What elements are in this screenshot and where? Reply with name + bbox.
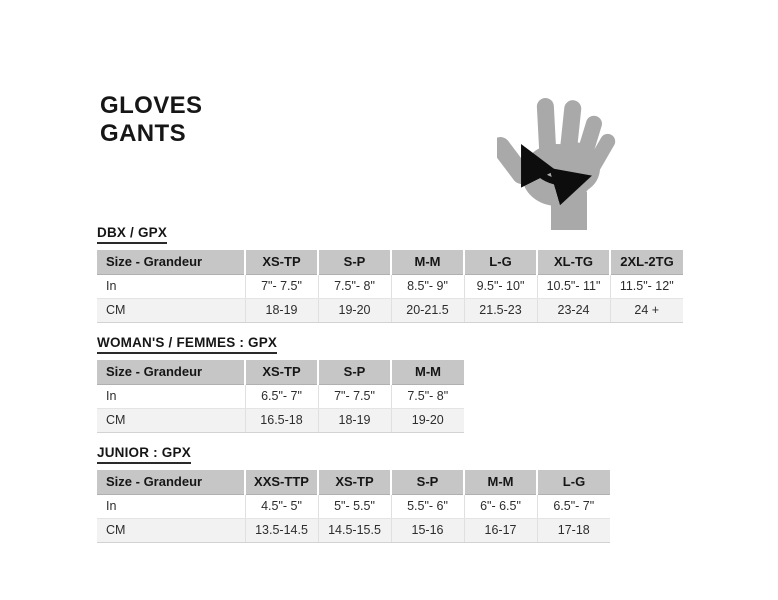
size-value: 13.5-14.5: [244, 518, 318, 543]
col-header: 2XL-2TG: [609, 250, 683, 275]
size-value: 5.5"- 6": [390, 494, 464, 519]
size-value: 16.5-18: [244, 408, 318, 433]
size-value: 17-18: [536, 518, 610, 543]
size-value: 9.5"- 10": [463, 274, 537, 299]
size-value: 7"- 7.5": [244, 274, 318, 299]
size-value: 19-20: [390, 408, 464, 433]
size-value: 16-17: [463, 518, 537, 543]
size-value: 7.5"- 8": [317, 274, 391, 299]
size-value: 8.5"- 9": [390, 274, 464, 299]
size-value: 14.5-15.5: [317, 518, 391, 543]
size-value: 7.5"- 8": [390, 384, 464, 409]
header-row: Size - Grandeur XS-TP S-P M-M L-G XL-TG …: [97, 250, 683, 275]
section-dbx-gpx: DBX / GPX Size - Grandeur XS-TP S-P M-M …: [97, 224, 683, 323]
row-label: In: [97, 494, 245, 519]
table-heading: WOMAN'S / FEMMES : GPX: [97, 335, 278, 354]
size-value: 6.5"- 7": [244, 384, 318, 409]
row-label: CM: [97, 298, 245, 323]
col-header: M-M: [390, 360, 464, 385]
row-label: In: [97, 384, 245, 409]
table-heading: DBX / GPX: [97, 225, 168, 244]
col-header: S-P: [390, 470, 464, 495]
table-row-inches: In 7"- 7.5" 7.5"- 8" 8.5"- 9" 9.5"- 10" …: [97, 274, 683, 299]
col-header: S-P: [317, 360, 391, 385]
col-header: L-G: [536, 470, 610, 495]
size-value: 20-21.5: [390, 298, 464, 323]
size-value: 18-19: [317, 408, 391, 433]
row-label: CM: [97, 518, 245, 543]
col-header: M-M: [390, 250, 464, 275]
col-header: XS-TP: [317, 470, 391, 495]
size-column-header: Size - Grandeur: [97, 250, 245, 275]
size-value: 19-20: [317, 298, 391, 323]
page-title-fr: GANTS: [100, 120, 186, 148]
row-label: In: [97, 274, 245, 299]
size-value: 24 +: [609, 298, 683, 323]
measure-arrow-icon: [521, 144, 592, 206]
size-value: 21.5-23: [463, 298, 537, 323]
col-header: M-M: [463, 470, 537, 495]
header-row: Size - Grandeur XXS-TTP XS-TP S-P M-M L-…: [97, 470, 610, 495]
col-header: XXS-TTP: [244, 470, 318, 495]
size-value: 11.5"- 12": [609, 274, 683, 299]
size-table-junior-gpx: Size - Grandeur XXS-TTP XS-TP S-P M-M L-…: [97, 470, 610, 543]
col-header: L-G: [463, 250, 537, 275]
size-value: 6.5"- 7": [536, 494, 610, 519]
col-header: XS-TP: [244, 250, 318, 275]
size-value: 18-19: [244, 298, 318, 323]
size-table-dbx-gpx: Size - Grandeur XS-TP S-P M-M L-G XL-TG …: [97, 250, 683, 323]
section-womans-gpx: WOMAN'S / FEMMES : GPX Size - Grandeur X…: [97, 334, 464, 433]
col-header: XS-TP: [244, 360, 318, 385]
size-value: 15-16: [390, 518, 464, 543]
size-value: 23-24: [536, 298, 610, 323]
size-value: 10.5"- 11": [536, 274, 610, 299]
table-heading: JUNIOR : GPX: [97, 445, 191, 464]
size-value: 5"- 5.5": [317, 494, 391, 519]
size-value: 7"- 7.5": [317, 384, 391, 409]
table-row-cm: CM 16.5-18 18-19 19-20: [97, 408, 464, 433]
col-header: XL-TG: [536, 250, 610, 275]
section-junior-gpx: JUNIOR : GPX Size - Grandeur XXS-TTP XS-…: [97, 444, 610, 543]
size-column-header: Size - Grandeur: [97, 470, 245, 495]
table-row-cm: CM 13.5-14.5 14.5-15.5 15-16 16-17 17-18: [97, 518, 610, 543]
size-value: 6"- 6.5": [463, 494, 537, 519]
table-row-cm: CM 18-19 19-20 20-21.5 21.5-23 23-24 24 …: [97, 298, 683, 323]
table-row-inches: In 6.5"- 7" 7"- 7.5" 7.5"- 8": [97, 384, 464, 409]
page-title-en: GLOVES: [100, 92, 203, 119]
size-value: 4.5"- 5": [244, 494, 318, 519]
table-row-inches: In 4.5"- 5" 5"- 5.5" 5.5"- 6" 6"- 6.5" 6…: [97, 494, 610, 519]
header-row: Size - Grandeur XS-TP S-P M-M: [97, 360, 464, 385]
page-title: GLOVES GANTS: [100, 92, 202, 149]
size-table-womans-gpx: Size - Grandeur XS-TP S-P M-M In 6.5"- 7…: [97, 360, 464, 433]
size-column-header: Size - Grandeur: [97, 360, 245, 385]
col-header: S-P: [317, 250, 391, 275]
row-label: CM: [97, 408, 245, 433]
hand-measure-icon: [490, 90, 645, 232]
